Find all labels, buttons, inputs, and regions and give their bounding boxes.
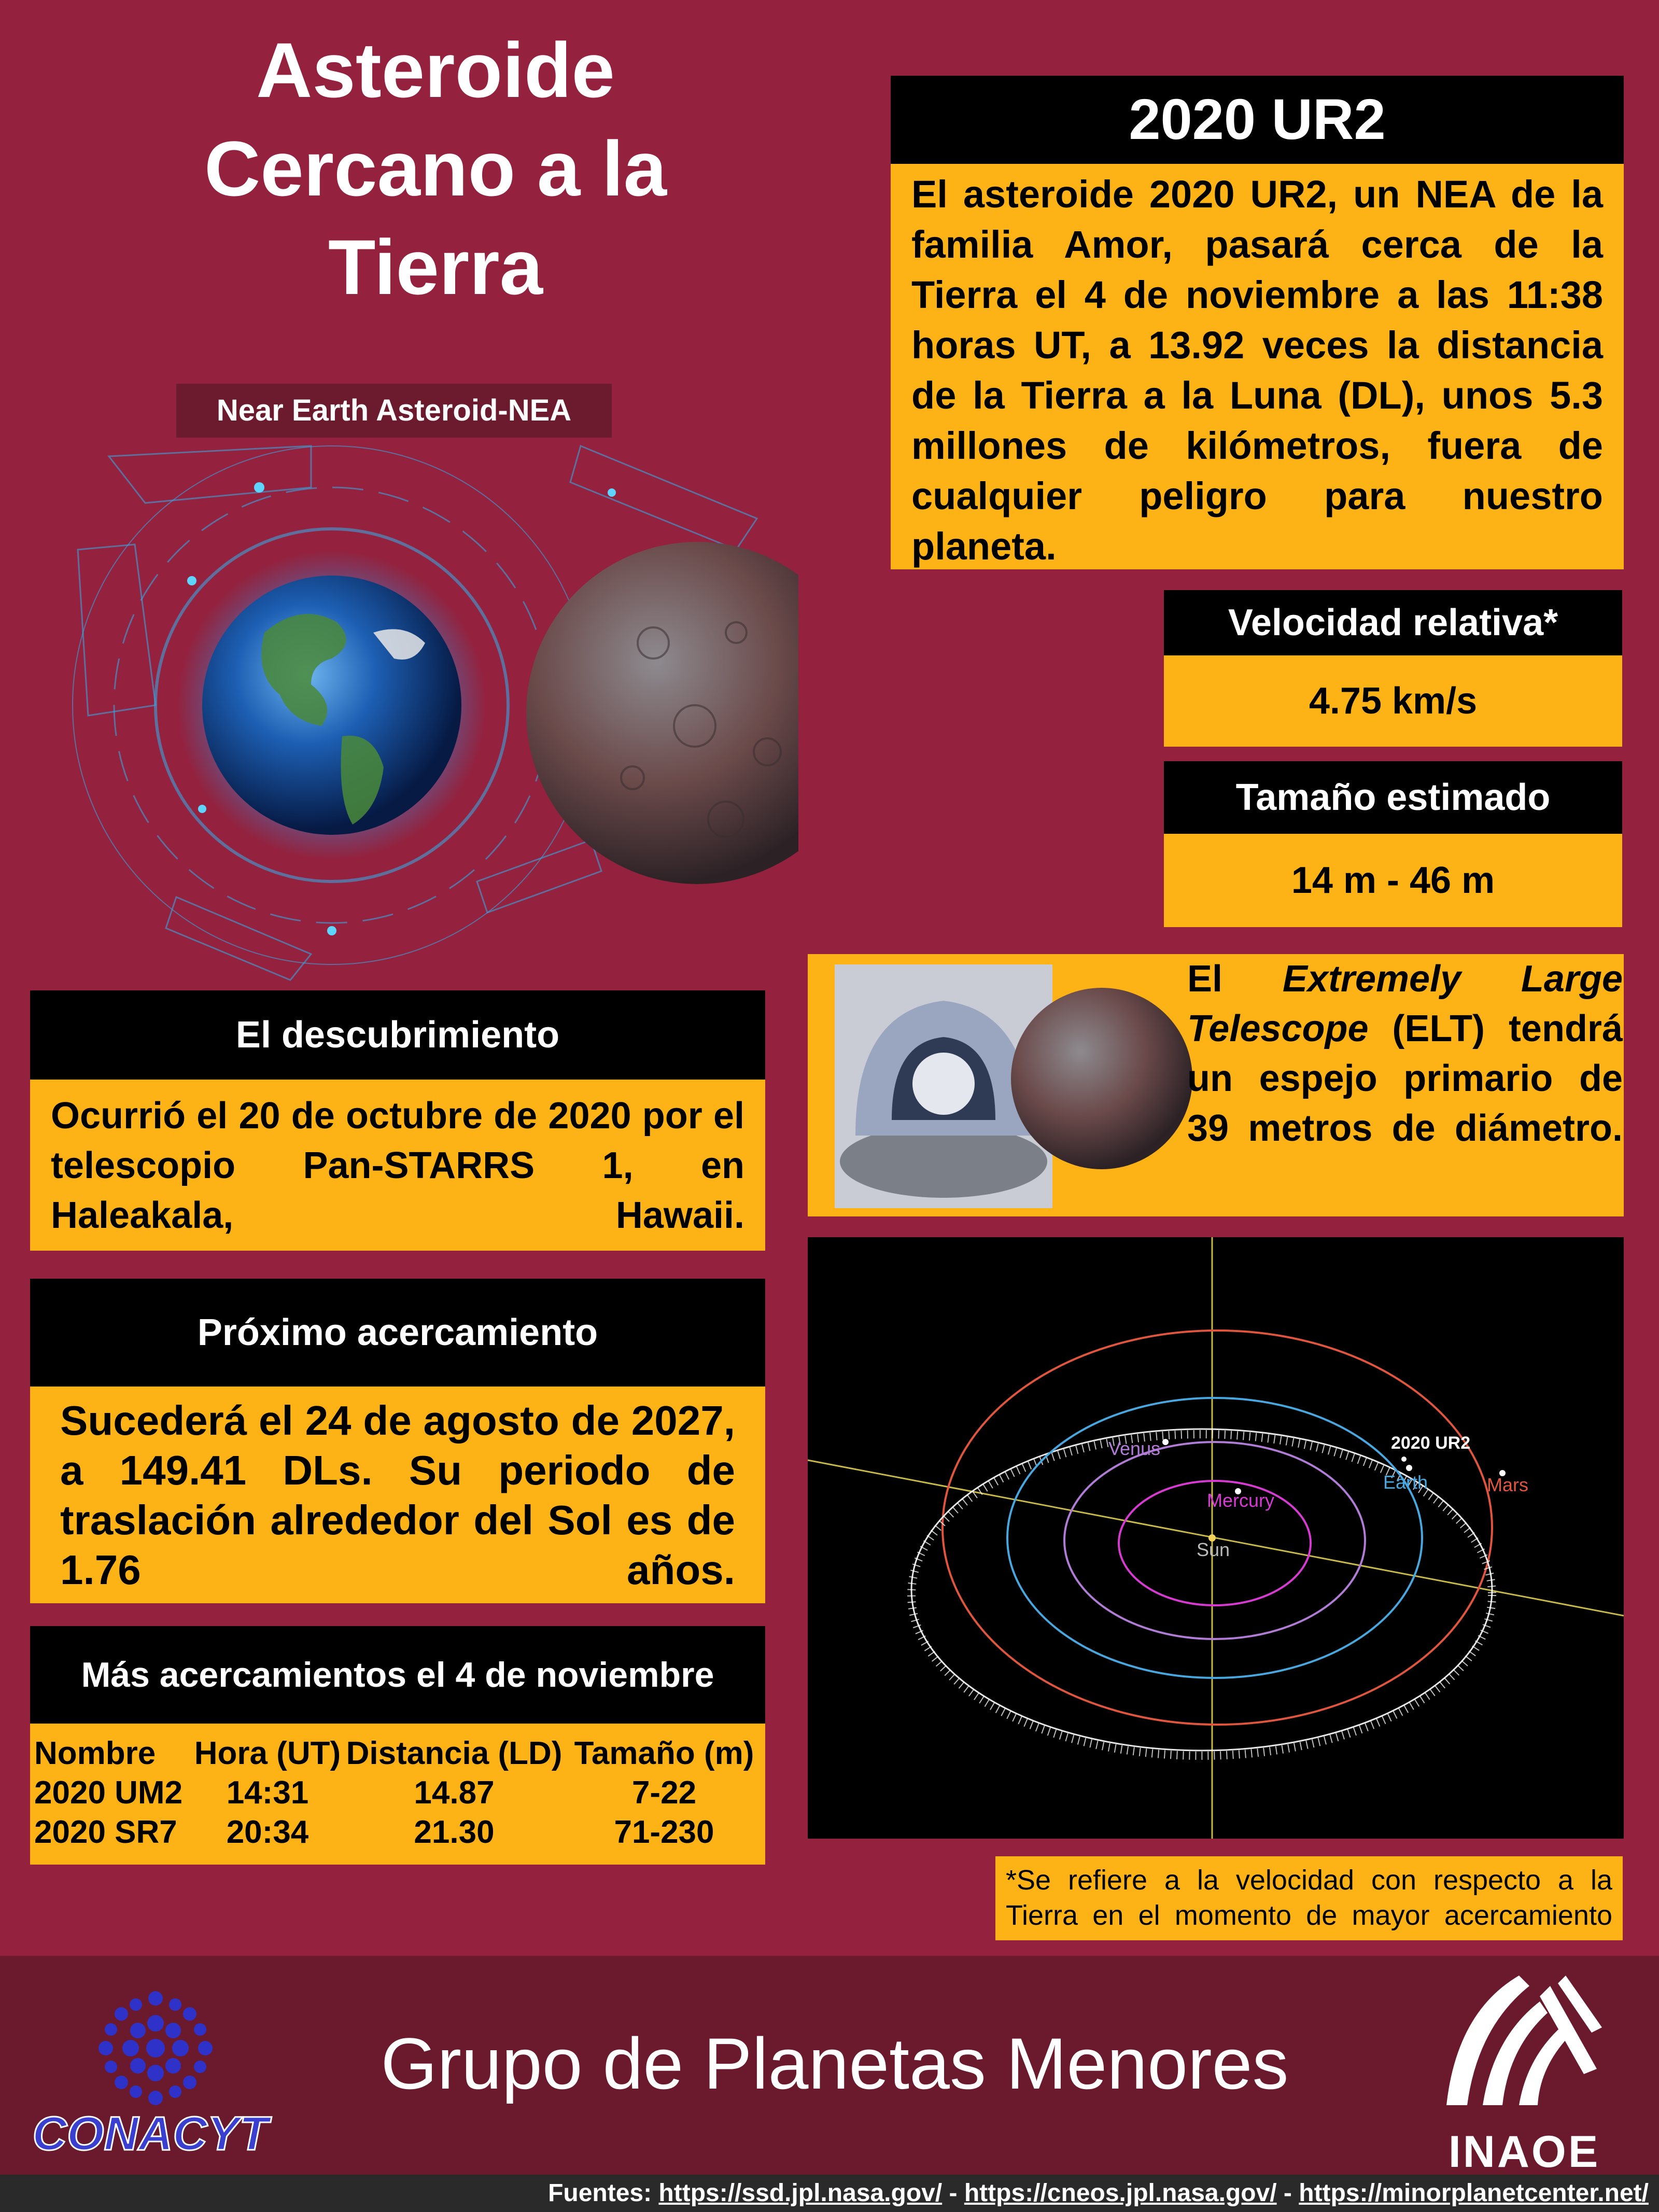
asteroid-dot [1401, 1457, 1407, 1462]
elt-prefix: El [1187, 958, 1283, 1000]
approaches-table: Nombre Hora (UT) Distancia (LD) Tamaño (… [30, 1734, 765, 1852]
sun-label: Sun [1197, 1539, 1230, 1560]
next-approach-heading: Próximo acercamiento [30, 1279, 765, 1387]
venus-orbit [1063, 1441, 1366, 1640]
size-label: Tamaño estimado [1164, 761, 1622, 834]
table-row: 2020 UM2 14:31 14.87 7-22 [30, 1773, 765, 1813]
table-cell: 21.30 [414, 1814, 495, 1850]
table-row: 2020 SR7 20:34 21.30 71-230 [30, 1813, 765, 1852]
elt-name: Extremely Large Telescope [1187, 958, 1623, 1049]
table-header-row: Nombre Hora (UT) Distancia (LD) Tamaño (… [30, 1734, 765, 1773]
elt-rest: (ELT) tendrá un espejo primario de 39 me… [1187, 1008, 1623, 1149]
asteroid-label: 2020 UR2 [1391, 1433, 1470, 1453]
venus-dot [1162, 1439, 1169, 1445]
orbit-diagram: Venus Mercury Sun Earth Mars 2020 UR2 [807, 1237, 1624, 1839]
elt-description: El Extremely Large Telescope (ELT) tendr… [1187, 954, 1623, 1153]
table-cell: 71-230 [614, 1814, 714, 1850]
column-header: Hora (UT) [194, 1735, 341, 1771]
table-cell: 2020 SR7 [34, 1814, 177, 1850]
column-header: Distancia (LD) [346, 1735, 563, 1771]
earth-globe [202, 576, 461, 835]
link-separator: - [942, 2179, 964, 2207]
mars-orbit [941, 1329, 1493, 1726]
hud-dots [187, 482, 616, 935]
mars-dot [1499, 1470, 1506, 1476]
more-approaches-panel: Nombre Hora (UT) Distancia (LD) Tamaño (… [30, 1724, 765, 1865]
elt-panel [808, 954, 1624, 1216]
elt-telescope-image [835, 964, 1192, 1208]
link-separator: - [1276, 2179, 1299, 2207]
asteroid-image [526, 542, 798, 884]
velocity-footnote: *Se refiere a la velocidad con respecto … [995, 1856, 1623, 1940]
title-line-1: Asteroide [256, 26, 615, 114]
velocity-label: Velocidad relativa* [1164, 590, 1622, 655]
ur2-heading: 2020 UR2 [891, 76, 1624, 164]
hero-illustration [72, 444, 798, 981]
mars-label: Mars [1487, 1474, 1528, 1495]
page-title: Asteroide Cercano a la Tierra [73, 21, 798, 316]
conacyt-logo [99, 1991, 213, 2105]
title-line-3: Tierra [328, 223, 543, 311]
earth-orbit [1006, 1397, 1423, 1679]
source-link-mpc[interactable]: https://minorplanetcenter.net/ [1299, 2179, 1649, 2207]
table-cell: 14:31 [226, 1775, 309, 1811]
table-cell: 20:34 [226, 1814, 309, 1850]
discovery-body: Ocurrió el 20 de octubre de 2020 por el … [30, 1080, 765, 1251]
more-approaches-heading: Más acercamientos el 4 de noviembre [30, 1626, 765, 1724]
orbit-svg: Venus Mercury Sun Earth Mars 2020 UR2 [807, 1237, 1624, 1839]
inaoe-wordmark: INAOE [1448, 2127, 1600, 2177]
venus-label: Venus [1108, 1438, 1160, 1459]
ur2-description: El asteroide 2020 UR2, un NEA de la fami… [891, 164, 1624, 569]
mercury-dot [1235, 1488, 1241, 1494]
subtitle-badge: Near Earth Asteroid-NEA [176, 384, 612, 438]
conacyt-wordmark: CONACYT [32, 2107, 269, 2161]
discovery-heading: El descubrimiento [30, 990, 765, 1080]
earth-label: Earth [1383, 1472, 1428, 1493]
inaoe-logo [1446, 1976, 1602, 2105]
next-approach-body: Sucederá el 24 de agosto de 2027, a 149.… [30, 1387, 765, 1603]
group-name: Grupo de Planetas Menores [381, 2023, 1289, 2104]
source-link-cneos[interactable]: https://cneos.jpl.nasa.gov/ [964, 2179, 1277, 2207]
table-cell: 7-22 [631, 1775, 697, 1811]
footer-band [0, 1956, 1659, 2212]
sun-dot [1208, 1534, 1216, 1542]
mercury-label: Mercury [1207, 1490, 1274, 1511]
column-header: Tamaño (m) [574, 1735, 754, 1771]
title-line-2: Cercano a la [204, 125, 667, 212]
mercury-orbit [1118, 1480, 1312, 1606]
source-link-ssd[interactable]: https://ssd.jpl.nasa.gov/ [658, 2179, 943, 2207]
sources-label: Fuentes: [548, 2179, 659, 2207]
asteroid-craters [620, 621, 782, 838]
table-cell: 2020 UM2 [34, 1775, 183, 1811]
size-value: 14 m - 46 m [1164, 834, 1622, 927]
velocity-value: 4.75 km/s [1164, 655, 1622, 747]
asteroid-orbit [910, 1428, 1493, 1752]
earth-dot [1406, 1465, 1412, 1471]
column-header: Nombre [34, 1735, 156, 1771]
earth-continents [261, 614, 425, 824]
table-cell: 14.87 [414, 1775, 495, 1811]
sources-bar: Fuentes: https://ssd.jpl.nasa.gov/ - htt… [0, 2175, 1659, 2212]
